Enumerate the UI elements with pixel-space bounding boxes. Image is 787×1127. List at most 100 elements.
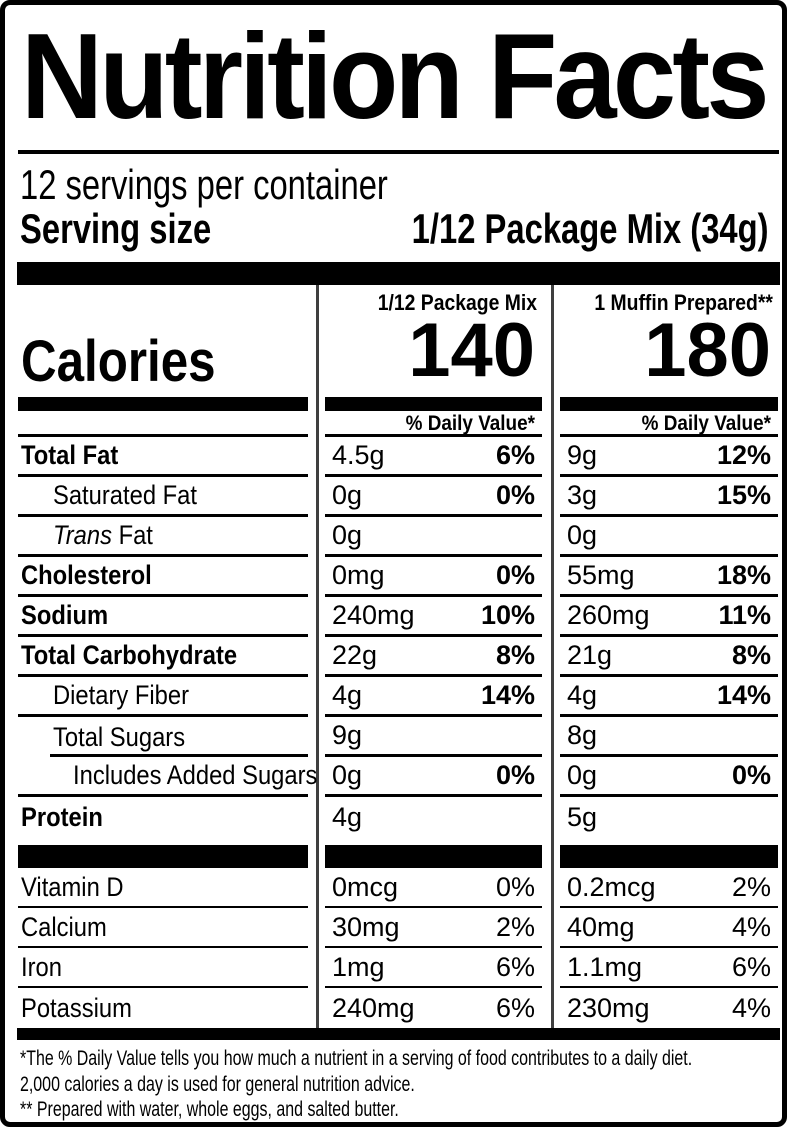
nutrient-row-total-fat: Total Fat 4.5g 6% 9g 12% — [18, 437, 778, 477]
nutrient-row-cholesterol: Cholesterol 0mg 0% 55mg 18% — [18, 557, 778, 597]
nutrient-name: Includes Added Sugars — [73, 760, 318, 790]
dv-col1: 6% — [495, 992, 535, 1023]
calories-underbar-right — [560, 397, 778, 411]
column1-header: 1/12 Package Mix — [377, 290, 537, 315]
column-gap — [308, 437, 325, 477]
nutrient-name: Sodium — [21, 600, 109, 630]
amount-col1: 240mg — [332, 992, 415, 1023]
vitamin-separator-bar-left — [18, 845, 308, 868]
amount-col2: 9g — [567, 440, 598, 470]
column2-header: 1 Muffin Prepared** — [594, 290, 773, 315]
nutrient-name: Fat — [111, 520, 153, 550]
servings-per-container-text: 12 servings per container — [20, 161, 388, 208]
footnote-daily-value-1: *The % Daily Value tells you how much a … — [20, 1047, 693, 1070]
dv-col2: 2% — [731, 871, 771, 902]
column-gap — [542, 517, 560, 557]
amount-col1: 0mcg — [332, 871, 399, 902]
column-gap — [308, 797, 325, 837]
vitamin-row-calcium: Calcium 30mg 2% 40mg 4% — [18, 908, 778, 948]
vitamin-separator-bar-right — [560, 845, 778, 868]
vitamin-table: Vitamin D 0mcg 0% 0.2mcg 2% Calcium 30mg 2%… — [18, 868, 778, 1028]
column-gap — [542, 908, 560, 948]
thick-separator-bar-top — [17, 262, 780, 285]
calories-value-col2: 180 — [644, 308, 771, 393]
serving-size-row: Serving size 1/12 Package Mix (34g) — [20, 206, 769, 252]
column-gap — [542, 597, 560, 637]
vitamin-name: Iron — [21, 951, 62, 982]
thick-separator-bar-bottom — [17, 1028, 780, 1040]
serving-size-value: 1/12 Package Mix (34g) — [412, 205, 769, 252]
dv-col1: 0% — [495, 871, 535, 902]
dv-col1: 0% — [495, 760, 535, 790]
vitamin-row-potassium: Potassium 240mg 6% 230mg 4% — [18, 988, 778, 1028]
vitamin-name: Potassium — [21, 992, 132, 1023]
dv-col2: 14% — [716, 680, 771, 710]
nutrient-name: Saturated Fat — [53, 480, 197, 510]
nutrient-name: Cholesterol — [21, 560, 152, 590]
amount-col2: 40mg — [567, 911, 635, 942]
daily-value-underline-left — [18, 434, 308, 437]
nutrient-row-total-sugars: Total Sugars 9g 8g — [18, 717, 778, 757]
header-divider — [18, 150, 779, 154]
column-gap — [542, 757, 560, 797]
nutrient-row-dietary-fiber: Dietary Fiber 4g 14% 4g 14% — [18, 677, 778, 717]
nutrition-facts-title: Nutrition Facts — [21, 8, 769, 144]
amount-col2: 0.2mcg — [567, 871, 656, 902]
amount-col1: 30mg — [332, 911, 400, 942]
amount-col1: 0mg — [332, 560, 385, 590]
nutrient-name: Protein — [21, 801, 103, 832]
vitamin-row-vitamin-d: Vitamin D 0mcg 0% 0.2mcg 2% — [18, 868, 778, 908]
amount-col2: 260mg — [567, 600, 650, 630]
amount-col1: 4g — [332, 680, 363, 710]
dv-col2: 0% — [731, 760, 771, 790]
column-gap — [542, 557, 560, 597]
column-gap — [542, 677, 560, 717]
amount-col2: 21g — [567, 640, 613, 670]
amount-col2: 55mg — [567, 560, 635, 590]
column-gap — [308, 637, 325, 677]
nutrient-name: Total Sugars — [53, 721, 186, 752]
daily-value-underline-mid — [325, 434, 542, 437]
dv-col1: 0% — [495, 480, 535, 510]
footnote-prepared: ** Prepared with water, whole eggs, and … — [20, 1098, 399, 1121]
amount-col2: 0g — [567, 520, 598, 550]
dv-col1: 10% — [480, 600, 535, 630]
dv-col1: 8% — [495, 640, 535, 670]
footnote-daily-value-2: 2,000 calories a day is used for general… — [20, 1072, 415, 1096]
nutrient-row-protein: Protein 4g 5g — [18, 797, 778, 837]
dv-col2: 12% — [716, 440, 771, 470]
servings-per-container: 12 servings per container — [20, 162, 492, 208]
dv-col2: 15% — [716, 480, 771, 510]
dv-col2: 18% — [716, 560, 771, 590]
nutrient-name: Dietary Fiber — [53, 680, 190, 710]
dv-col1: 6% — [495, 951, 535, 982]
amount-col2: 230mg — [567, 992, 650, 1023]
daily-value-underline-right — [560, 434, 778, 437]
daily-value-header-col1: % Daily Value* — [405, 411, 535, 435]
calories-underbar-left — [18, 397, 308, 411]
amount-col1: 240mg — [332, 600, 415, 630]
column-gap — [308, 948, 325, 988]
column-gap — [308, 597, 325, 637]
vitamin-name: Vitamin D — [21, 871, 124, 902]
column-gap — [542, 948, 560, 988]
amount-col1: 22g — [332, 640, 378, 670]
column-gap — [542, 717, 560, 757]
amount-col2: 1.1mg — [567, 951, 643, 982]
dv-col2: 4% — [731, 911, 771, 942]
dv-col1: 2% — [495, 911, 535, 942]
column-gap — [542, 437, 560, 477]
column-divider-2 — [551, 285, 554, 1028]
column-gap — [542, 868, 560, 908]
nutrient-row-added-sugars: Includes Added Sugars 0g 0% 0g 0% — [18, 757, 778, 797]
nutrient-name: Total Carbohydrate — [21, 640, 238, 670]
footnotes: *The % Daily Value tells you how much a … — [20, 1046, 787, 1123]
amount-col1: 0g — [332, 520, 363, 550]
amount-col2: 0g — [567, 760, 598, 790]
amount-col1: 4.5g — [332, 440, 385, 470]
column-gap — [308, 677, 325, 717]
column-divider-1 — [316, 285, 319, 1028]
column-gap — [542, 988, 560, 1028]
column-gap — [308, 908, 325, 948]
